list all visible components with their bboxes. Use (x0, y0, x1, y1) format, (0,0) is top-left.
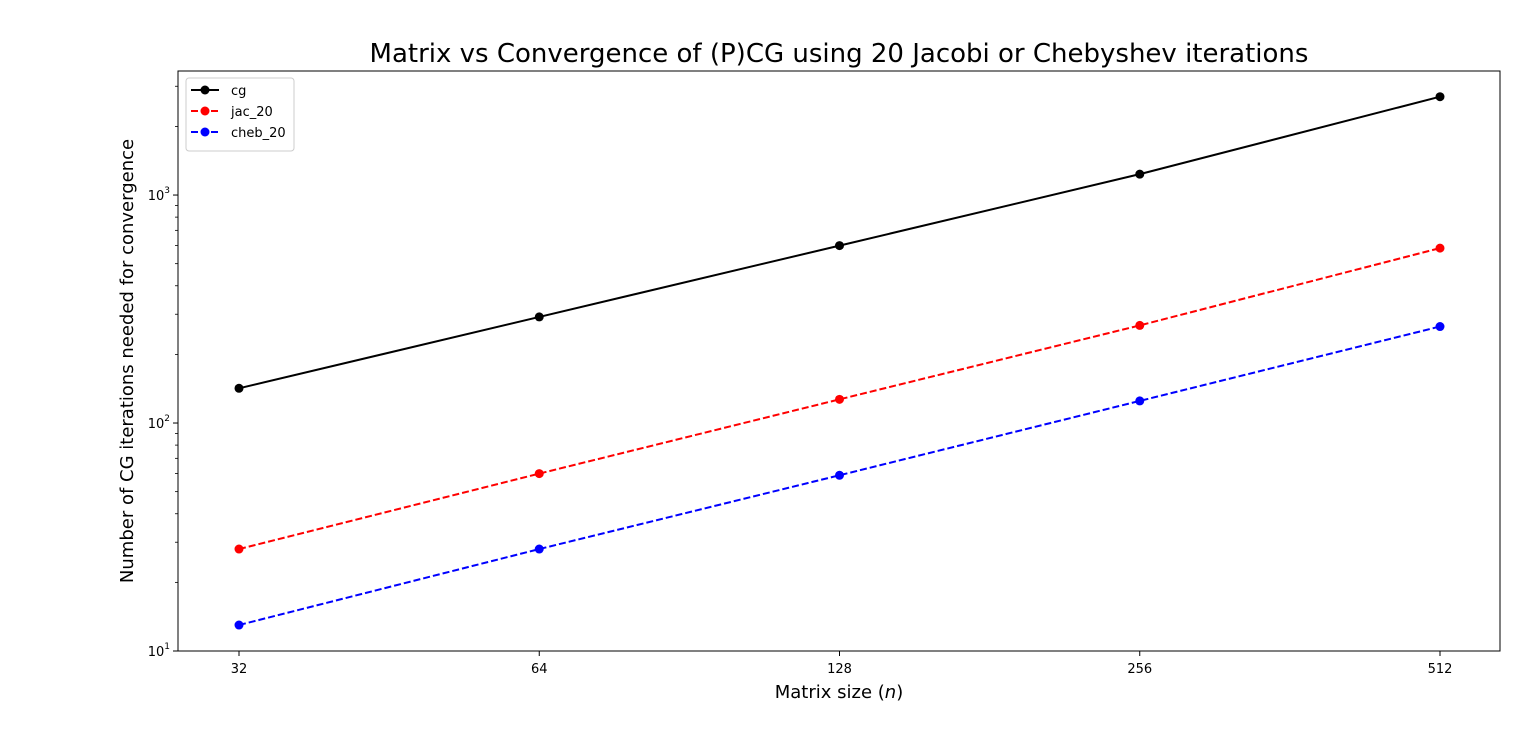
data-point-jac_20 (835, 394, 844, 404)
data-point-cg (1435, 92, 1445, 102)
y-tick-label-exponent: 2 (164, 414, 170, 424)
x-tick-label: 128 (827, 662, 852, 677)
y-tick-label-base: 10 (148, 417, 165, 432)
series-jac_20 (234, 243, 1445, 554)
legend-marker (200, 106, 210, 116)
x-axis-ticks: 32 64 128 256 512 (231, 651, 1453, 677)
data-point-cheb_20 (534, 544, 544, 554)
series-cheb_20 (234, 322, 1445, 630)
data-point-jac_20 (1435, 243, 1445, 253)
series-layer (234, 92, 1445, 630)
series-line-jac_20 (238, 247, 1441, 551)
x-axis-label: Matrix size (n) (775, 682, 904, 703)
data-point-cg (835, 241, 844, 251)
y-tick-label: 103 (148, 186, 170, 204)
y-tick-label-base: 10 (148, 645, 165, 660)
data-point-cheb_20 (835, 470, 844, 480)
y-tick-label: 102 (148, 414, 170, 432)
series-cg (234, 92, 1445, 393)
data-point-cheb_20 (1135, 396, 1145, 406)
legend-label: cg (231, 84, 246, 99)
data-point-jac_20 (534, 469, 544, 479)
x-axis-label-variable: n (885, 682, 896, 703)
x-tick-label: 64 (531, 662, 548, 677)
legend-label: cheb_20 (231, 126, 286, 141)
legend-item-jac_20: jac_20 (191, 105, 273, 120)
data-point-cg (234, 383, 244, 393)
x-axis-label-prefix: Matrix size ( (775, 682, 885, 703)
data-point-jac_20 (234, 544, 244, 554)
x-axis-label-suffix: ) (896, 682, 903, 703)
y-axis-label: Number of CG iterations needed for conve… (117, 139, 138, 583)
data-point-jac_20 (1135, 320, 1145, 330)
data-point-cheb_20 (234, 620, 244, 630)
legend-item-cg: cg (191, 84, 246, 99)
data-point-cg (1135, 169, 1145, 179)
y-tick-label-base: 10 (148, 189, 165, 204)
x-tick-label: 512 (1428, 662, 1453, 677)
y-tick-label-exponent: 3 (164, 186, 170, 196)
y-tick-label: 101 (148, 642, 170, 660)
x-tick-label: 256 (1127, 662, 1152, 677)
legend-label: jac_20 (230, 105, 273, 120)
legend: cg jac_20 cheb_20 (185, 77, 295, 152)
chart-title: Matrix vs Convergence of (P)CG using 20 … (370, 39, 1309, 69)
x-tick-label: 32 (231, 662, 248, 677)
data-point-cg (534, 312, 544, 322)
legend-item-cheb_20: cheb_20 (191, 126, 286, 141)
y-tick-label-exponent: 1 (164, 642, 170, 652)
data-point-cheb_20 (1435, 322, 1445, 332)
legend-marker (200, 127, 210, 137)
legend-marker (200, 85, 210, 95)
series-line-cheb_20 (238, 325, 1441, 626)
